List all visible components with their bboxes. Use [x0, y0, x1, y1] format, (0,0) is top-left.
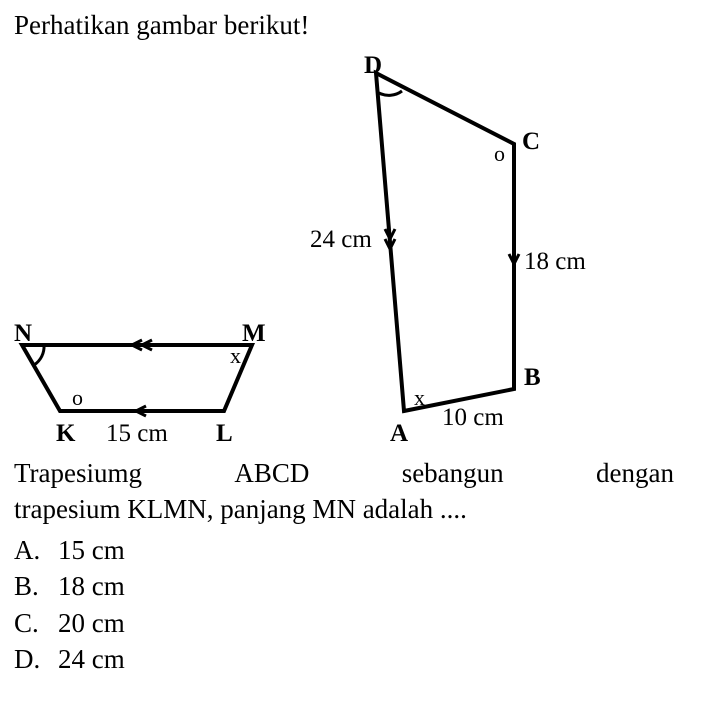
label-m: M	[242, 320, 266, 347]
option-b: B. 18 cm	[14, 568, 696, 604]
q-word-3: sebangun	[402, 455, 504, 491]
label-l: L	[216, 420, 233, 447]
side-kl-label: 15 cm	[106, 420, 168, 447]
option-c-letter: C.	[14, 605, 58, 641]
option-b-text: 18 cm	[58, 568, 125, 604]
label-k: K	[56, 420, 76, 447]
trapezium-abcd: o x D C B A 24 cm 18 cm 10 cm	[310, 52, 586, 447]
label-c: C	[522, 128, 540, 155]
figure-area: o x N M K L 15 cm o x D C B	[14, 49, 674, 449]
option-a: A. 15 cm	[14, 532, 696, 568]
q-word-1: Trapesiumg	[14, 455, 142, 491]
option-a-text: 15 cm	[58, 532, 125, 568]
option-a-letter: A.	[14, 532, 58, 568]
geometry-figure: o x N M K L 15 cm o x D C B	[14, 49, 674, 449]
option-c-text: 20 cm	[58, 605, 125, 641]
label-d: D	[364, 52, 382, 79]
option-c: C. 20 cm	[14, 605, 696, 641]
question-text: Trapesiumg ABCD sebangun dengan trapesiu…	[14, 455, 696, 528]
q-word-4: dengan	[596, 455, 674, 491]
option-d-text: 24 cm	[58, 641, 125, 677]
angle-c-mark: o	[494, 141, 505, 166]
options-list: A. 15 cm B. 18 cm C. 20 cm D. 24 cm	[14, 532, 696, 678]
q-line-2: trapesium KLMN, panjang MN adalah ....	[14, 491, 696, 527]
option-b-letter: B.	[14, 568, 58, 604]
side-bc-label: 18 cm	[524, 248, 586, 275]
instruction-text: Perhatikan gambar berikut!	[14, 10, 696, 41]
angle-k-mark: o	[72, 385, 83, 410]
side-ad-label: 24 cm	[310, 226, 372, 253]
angle-m-mark: x	[230, 343, 241, 368]
option-d-letter: D.	[14, 641, 58, 677]
option-d: D. 24 cm	[14, 641, 696, 677]
angle-a-mark: x	[414, 385, 425, 410]
label-b: B	[524, 364, 541, 391]
side-ab-label: 10 cm	[442, 404, 504, 431]
trapezium-klmn: o x N M K L 15 cm	[14, 320, 266, 447]
label-a: A	[390, 420, 408, 447]
q-word-2: ABCD	[234, 455, 309, 491]
label-n: N	[14, 320, 32, 347]
